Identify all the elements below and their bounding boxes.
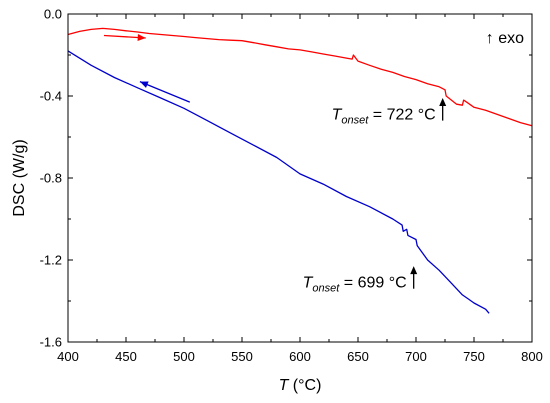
- x-tick-label: 600: [289, 349, 311, 364]
- series-group: [67, 27, 533, 314]
- y-tick-label: -1.2: [40, 253, 62, 268]
- x-tick-label: 700: [405, 349, 427, 364]
- x-tick-label: 550: [231, 349, 253, 364]
- onset-label-1: Tonset = 699 °C: [303, 275, 407, 295]
- x-tick-label: 800: [521, 349, 543, 364]
- y-tick-label: -0.4: [40, 89, 62, 104]
- y-tick-label: -0.8: [40, 171, 62, 186]
- x-tick-label: 450: [115, 349, 137, 364]
- direction-arrow-line-1: [139, 81, 191, 103]
- direction-arrow-head-0: [137, 34, 146, 42]
- y-tick-label: -1.6: [40, 335, 62, 350]
- x-tick-label: 500: [173, 349, 195, 364]
- onset-label-0: Tonset = 722 °C: [332, 107, 436, 127]
- y-tick-label: 0.0: [44, 7, 62, 22]
- onset-arrow-head-0: [439, 98, 447, 107]
- series-line-1: [67, 50, 490, 314]
- x-tick-label: 750: [463, 349, 485, 364]
- x-tick-label: 650: [347, 349, 369, 364]
- annotation-group: ↑ exo Tonset = 722 °C Tonset = 699 °C: [103, 30, 524, 295]
- series-line-0: [67, 27, 533, 127]
- onset-arrow-head-1: [410, 266, 418, 275]
- direction-arrow-head-1: [139, 81, 149, 88]
- x-tick-label: 400: [57, 349, 79, 364]
- x-axis-title: T (°C): [279, 377, 322, 394]
- plot-frame: [67, 13, 533, 343]
- exo-direction-label: ↑ exo: [486, 30, 524, 47]
- axis-group: 400 450 500 550 600 650 700 750 800 0.0 -0.4 -0.8 -1…: [11, 7, 543, 395]
- y-axis-title: DSC (W/g): [11, 139, 28, 216]
